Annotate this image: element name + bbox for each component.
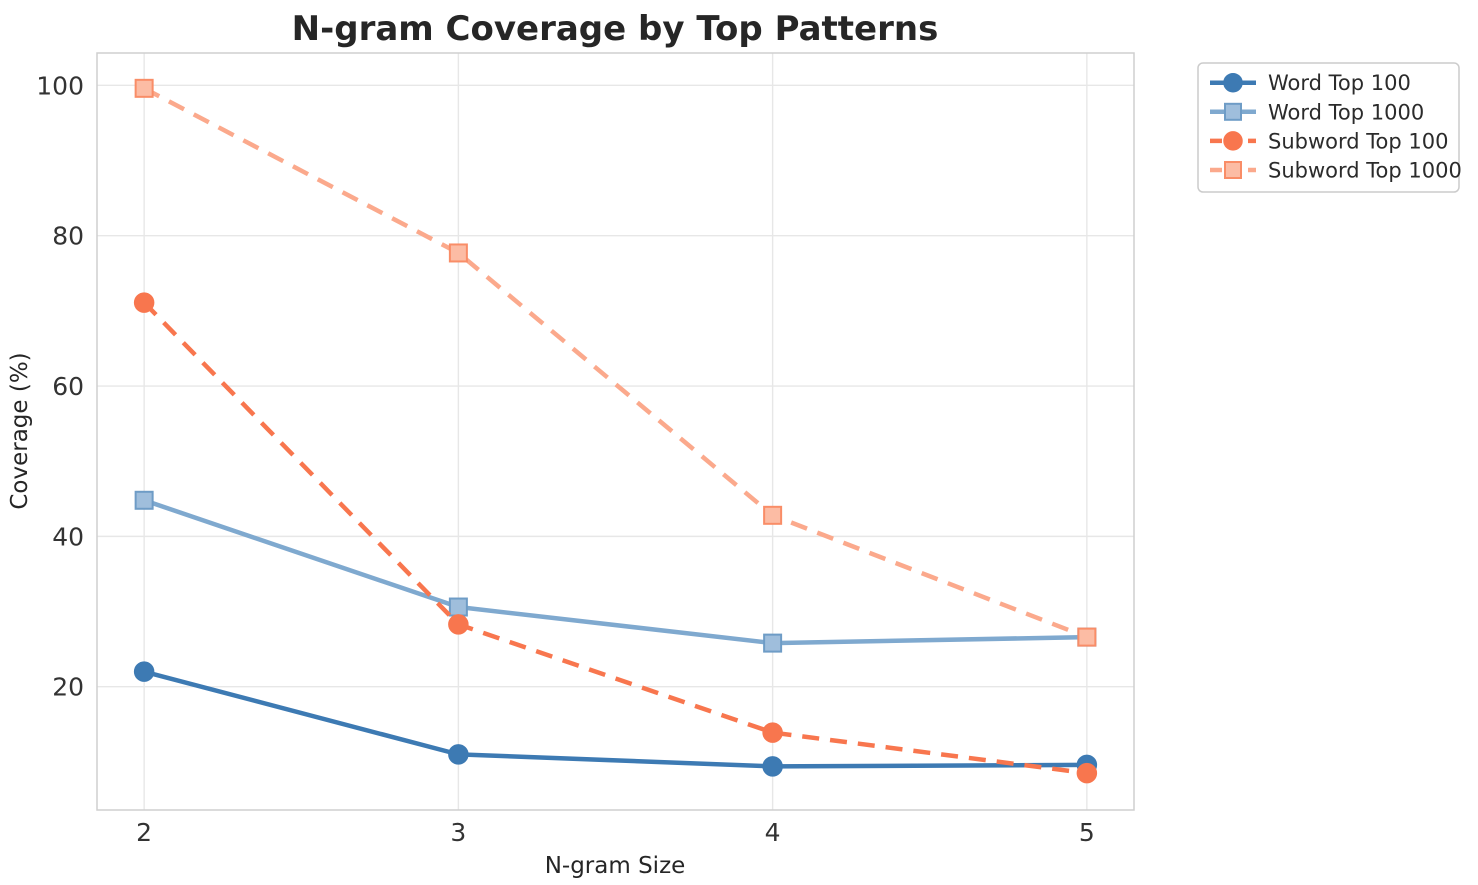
series-line-subword-top-100 — [142, 301, 1088, 776]
legend-marker-icon — [1224, 161, 1242, 179]
chart-title: N-gram Coverage by Top Patterns — [292, 9, 939, 49]
legend-box — [1197, 62, 1460, 193]
data-point-subword-top-100 — [762, 722, 783, 743]
legend-label: Subword Top 100 — [1268, 129, 1448, 153]
legend-label: Subword Top 1000 — [1268, 159, 1462, 183]
data-point-word-top-100 — [762, 756, 783, 777]
legend-marker-icon — [1224, 102, 1242, 121]
data-point-word-top-100 — [133, 661, 155, 682]
axis-ticks: 20 40 60 80 100 2 3 4 5 — [36, 71, 1095, 847]
data-point-subword-top-1000 — [134, 78, 154, 98]
legend-entry-word-top-1000: Word Top 1000 — [1210, 100, 1424, 124]
data-point-word-top-100 — [448, 744, 469, 765]
series-line-word-top-100 — [143, 669, 1087, 769]
legend: Word Top 100 Word Top 1000 Subword Top 100… — [1197, 62, 1462, 193]
data-point-word-top-1000 — [448, 597, 468, 617]
axis-spine — [96, 52, 1135, 811]
data-point-subword-top-100 — [448, 614, 469, 635]
legend-marker-icon — [1223, 131, 1243, 151]
x-tick-label: 5 — [1079, 818, 1095, 847]
y-tick-label: 100 — [36, 71, 84, 100]
plot-area — [96, 52, 1135, 811]
y-axis-label: Coverage (%) — [7, 352, 33, 509]
data-point-word-top-1000 — [134, 490, 154, 510]
legend-label: Word Top 100 — [1268, 71, 1411, 95]
y-tick-label: 40 — [52, 522, 84, 551]
data-point-subword-top-1000 — [448, 243, 468, 263]
x-tick-label: 3 — [450, 818, 466, 847]
y-tick-label: 60 — [52, 372, 84, 401]
x-tick-label: 4 — [765, 818, 781, 847]
data-point-word-top-1000 — [763, 633, 783, 653]
data-point-subword-top-1000 — [1077, 627, 1097, 647]
series-line-word-top-1000 — [143, 498, 1087, 646]
series-line-subword-top-1000 — [143, 86, 1088, 640]
data-point-subword-top-100 — [133, 292, 155, 313]
data-point-subword-top-1000 — [763, 505, 783, 525]
data-point-subword-top-100 — [1076, 762, 1098, 784]
y-tick-label: 20 — [52, 673, 84, 702]
y-tick-label: 80 — [52, 222, 84, 251]
legend-marker-icon — [1223, 72, 1243, 93]
legend-entry-word-top-100: Word Top 100 — [1210, 71, 1411, 95]
legend-entry-subword-top-100: Subword Top 100 — [1210, 129, 1448, 153]
x-axis-label: N-gram Size — [545, 853, 686, 879]
legend-label: Word Top 1000 — [1268, 100, 1424, 124]
legend-entry-subword-top-1000: Subword Top 1000 — [1210, 159, 1462, 183]
x-tick-label: 2 — [136, 818, 152, 847]
